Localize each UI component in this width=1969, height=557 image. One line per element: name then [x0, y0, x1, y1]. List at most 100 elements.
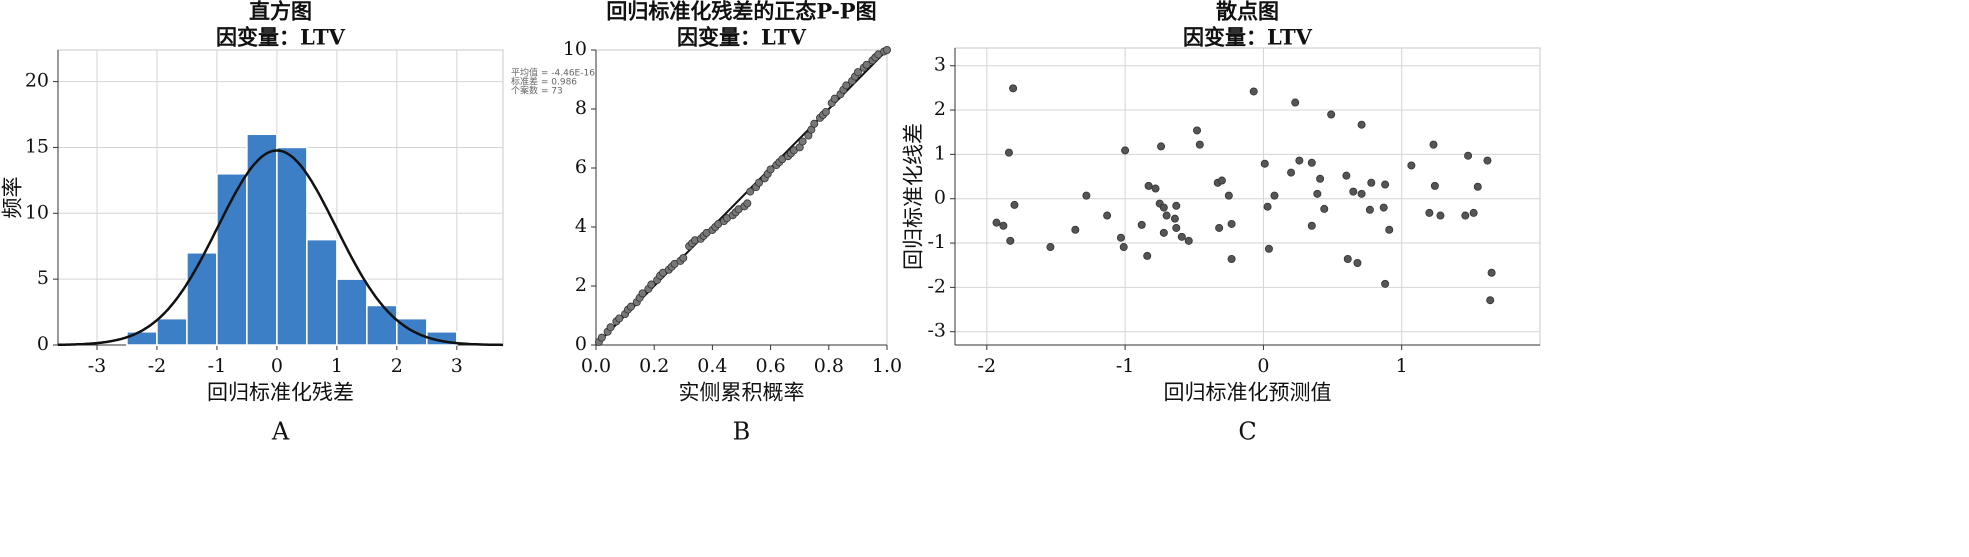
y-tick-label: 5 [37, 267, 49, 289]
point [1436, 211, 1445, 220]
point [1313, 189, 1322, 198]
point [853, 68, 862, 77]
point [606, 323, 615, 332]
y-axis-label: 回归标准化线差 [902, 123, 926, 270]
point [626, 302, 635, 311]
point [1425, 208, 1434, 217]
point [1116, 233, 1125, 242]
x-tick-label: 2 [391, 355, 403, 377]
x-tick-label: -2 [978, 355, 997, 377]
point [1137, 220, 1146, 229]
x-tick-label: -3 [88, 355, 107, 377]
chart-title: 直方图 [249, 0, 312, 24]
y-tick-label: -2 [927, 275, 946, 297]
bar [156, 317, 188, 346]
point [1184, 236, 1193, 245]
point [615, 314, 624, 323]
point [1082, 191, 1091, 200]
x-tick-label: 3 [451, 355, 463, 377]
bar [336, 278, 368, 346]
point [1263, 202, 1272, 211]
y-tick-label: 0 [575, 333, 587, 355]
point [862, 60, 871, 69]
x-tick-label: -1 [1116, 355, 1135, 377]
y-tick-label: 10 [25, 201, 49, 223]
point [1486, 296, 1495, 305]
bar [186, 252, 218, 346]
point [1349, 187, 1358, 196]
point [1473, 182, 1482, 191]
x-tick-label: 1.0 [872, 355, 902, 377]
point [1461, 211, 1470, 220]
point [1009, 84, 1018, 93]
point [1162, 211, 1171, 220]
point [830, 94, 839, 103]
point [1430, 181, 1439, 190]
point [1159, 228, 1168, 237]
y-tick-label: 0 [934, 187, 946, 209]
point [1143, 251, 1152, 260]
point [1195, 140, 1204, 149]
point [1379, 203, 1388, 212]
point [1429, 140, 1438, 149]
point [1357, 189, 1366, 198]
chart-title: 散点图 [1216, 0, 1279, 24]
x-axis-label: 实侧累积概率 [679, 381, 805, 405]
point [1381, 279, 1390, 288]
point [1316, 174, 1325, 183]
chart-subtitle: 因变量：LTV [1183, 25, 1313, 50]
point [999, 221, 1008, 230]
y-tick-label: 2 [575, 274, 587, 296]
x-axis-label: 回归标准化残差 [207, 381, 354, 405]
x-axis-label: 回归标准化预测值 [1164, 381, 1332, 405]
point [746, 187, 755, 196]
stats-text: 标准差 = 0.986 [511, 76, 577, 88]
x-tick-label: 0.2 [639, 355, 669, 377]
point [1172, 201, 1181, 210]
point [1487, 268, 1496, 277]
bar [276, 146, 308, 346]
point [1006, 236, 1015, 245]
stats-text: 平均值 = -4.46E-16 [511, 67, 595, 79]
panel-label: A [271, 418, 290, 446]
y-tick-label: 3 [934, 54, 946, 76]
point [743, 199, 752, 208]
point [1010, 200, 1019, 209]
point [842, 81, 851, 90]
point [1260, 159, 1269, 168]
y-tick-label: 15 [25, 135, 49, 157]
point [1193, 126, 1202, 135]
x-tick-label: 0.0 [581, 355, 611, 377]
point [1407, 161, 1416, 170]
point [1144, 181, 1153, 190]
point [883, 46, 892, 55]
point [1295, 156, 1304, 165]
point [1381, 180, 1390, 189]
point [1320, 204, 1329, 213]
panel-label: B [733, 418, 751, 446]
x-tick-label: -2 [148, 355, 167, 377]
y-tick-label: 10 [563, 38, 587, 60]
panel-label: C [1238, 418, 1256, 446]
y-tick-label: 1 [934, 142, 946, 164]
stats-text: 个案数 = 73 [511, 85, 563, 97]
y-tick-label: -3 [927, 320, 946, 342]
point [1365, 205, 1374, 214]
x-tick-label: 1 [1396, 355, 1408, 377]
chart-subtitle: 因变量：LTV [677, 25, 807, 50]
point [1307, 158, 1316, 167]
x-tick-label: 0 [1257, 355, 1269, 377]
point [992, 218, 1001, 227]
point [821, 107, 830, 116]
point [1287, 168, 1296, 177]
point [1307, 221, 1316, 230]
point [1353, 258, 1362, 267]
bar [366, 304, 398, 346]
point [1119, 243, 1128, 252]
point [1121, 146, 1130, 155]
y-tick-label: 0 [37, 333, 49, 355]
y-tick-label: 2 [934, 98, 946, 120]
x-tick-label: 0.6 [755, 355, 785, 377]
bar [246, 133, 278, 346]
